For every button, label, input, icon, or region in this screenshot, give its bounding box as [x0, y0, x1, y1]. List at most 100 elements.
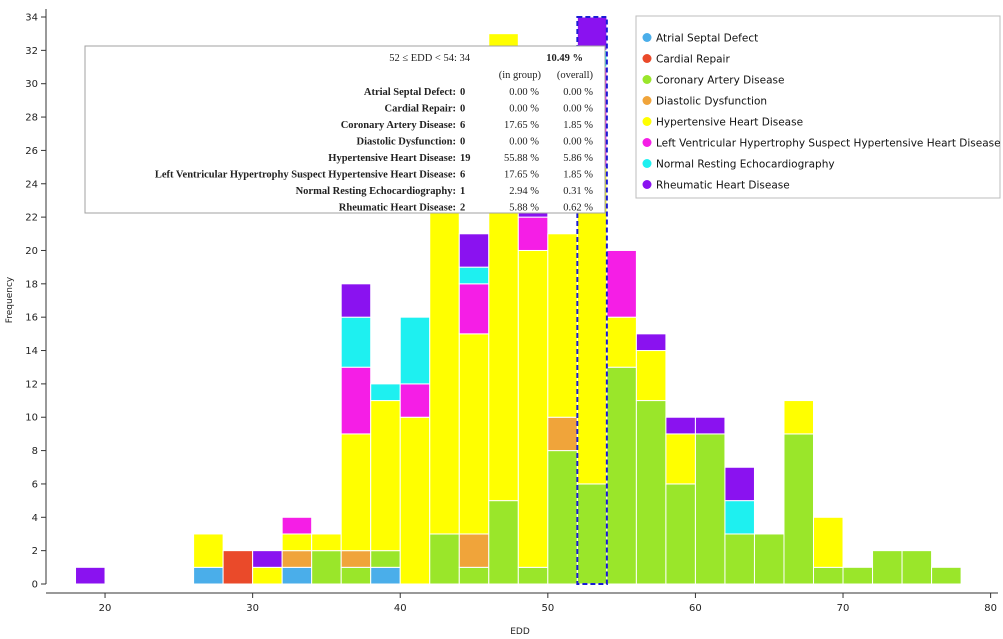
tooltip-row-overall: 0.00 % — [563, 87, 593, 98]
bar-segment[interactable] — [370, 566, 401, 585]
bar-segment[interactable] — [340, 566, 372, 585]
bar-segment[interactable] — [931, 566, 962, 585]
bar-segment[interactable] — [311, 533, 342, 552]
bar-segment[interactable] — [724, 466, 755, 502]
tooltip-row-label: Atrial Septal Defect: — [364, 87, 456, 98]
x-tick-label: 30 — [246, 603, 259, 614]
bar-segment[interactable] — [340, 366, 372, 435]
bar-segment[interactable] — [75, 566, 106, 585]
y-tick-label: 20 — [25, 246, 38, 257]
tooltip-row-overall: 1.85 % — [563, 120, 593, 131]
bar-segment[interactable] — [665, 483, 696, 585]
bar-segment[interactable] — [783, 433, 815, 585]
bar-segment[interactable] — [340, 316, 372, 368]
bar-segment[interactable] — [635, 400, 667, 585]
bar-segment[interactable] — [517, 216, 549, 251]
x-axis-ticks: 20 30 40 50 60 70 80 — [99, 593, 997, 614]
bar-segment[interactable] — [694, 433, 726, 585]
legend-swatch — [642, 117, 652, 126]
bar-segment[interactable] — [901, 550, 933, 585]
bar-segment[interactable] — [399, 316, 431, 385]
bar-segment[interactable] — [872, 550, 903, 585]
bar-segment[interactable] — [517, 249, 549, 568]
bar-segment[interactable] — [783, 400, 815, 435]
tooltip-row-count: 19 — [460, 153, 471, 164]
tooltip-row-in-group: 17.65 % — [504, 170, 539, 181]
tooltip-row-count: 2 — [460, 203, 465, 214]
tooltip-row-count: 6 — [460, 120, 465, 131]
bar-segment[interactable] — [576, 16, 608, 51]
y-tick-label: 26 — [25, 146, 38, 157]
tooltip-row-count: 1 — [460, 186, 465, 197]
bar-segment[interactable] — [458, 333, 490, 535]
y-tick-label: 4 — [32, 513, 38, 524]
bar-segment[interactable] — [547, 450, 578, 585]
bar-segment[interactable] — [193, 533, 224, 568]
tooltip-row-overall: 0.62 % — [563, 203, 593, 214]
y-tick-label: 28 — [25, 113, 38, 124]
bar-segment[interactable] — [281, 566, 313, 585]
bar-segment[interactable] — [340, 283, 372, 318]
y-tick-label: 6 — [32, 479, 38, 490]
bar-segment[interactable] — [606, 249, 637, 318]
y-axis-title: Frequency — [5, 276, 15, 323]
y-tick-label: 32 — [25, 46, 38, 57]
bar-segment[interactable] — [252, 566, 283, 585]
bar-segment[interactable] — [665, 433, 696, 485]
bar-segment[interactable] — [458, 533, 490, 568]
bar-segment[interactable] — [311, 550, 342, 585]
bar-segment[interactable] — [399, 383, 431, 418]
y-tick-label: 22 — [25, 213, 38, 224]
bar-segment[interactable] — [665, 416, 696, 435]
bar-segment[interactable] — [370, 383, 401, 402]
tooltip-row-label: Diastolic Dysfunction: — [357, 137, 456, 148]
legend-swatch — [642, 138, 652, 147]
bar-segment[interactable] — [813, 516, 844, 568]
bar-segment[interactable] — [635, 350, 667, 402]
bar-segment[interactable] — [429, 533, 460, 585]
bar-segment[interactable] — [458, 566, 490, 585]
bar-segment[interactable] — [193, 566, 224, 585]
x-tick-label: 70 — [837, 603, 850, 614]
bar-segment[interactable] — [458, 233, 490, 268]
bar-segment[interactable] — [399, 416, 431, 585]
tooltip-row-in-group: 0.00 % — [509, 137, 539, 148]
bar-segment[interactable] — [724, 533, 755, 585]
legend-label: Hypertensive Heart Disease — [656, 117, 803, 129]
bar-segment[interactable] — [458, 283, 490, 335]
tooltip-box — [84, 45, 606, 214]
bar-segment[interactable] — [576, 483, 608, 585]
bar-segment[interactable] — [281, 516, 313, 535]
bar-segment[interactable] — [488, 500, 519, 585]
bar-segment[interactable] — [281, 550, 313, 568]
bar-segment[interactable] — [547, 416, 578, 452]
bar-segment[interactable] — [222, 550, 254, 585]
bar-segment[interactable] — [606, 366, 637, 585]
bar-segment[interactable] — [547, 233, 578, 418]
bar-segment[interactable] — [606, 316, 637, 368]
bar-segment[interactable] — [694, 416, 726, 435]
bar-segment[interactable] — [252, 550, 283, 568]
selected-bin-highlight[interactable] — [576, 16, 608, 585]
bar-segment[interactable] — [813, 566, 844, 585]
y-tick-label: 24 — [25, 179, 38, 190]
bar-segment[interactable] — [340, 433, 372, 552]
bar-segment[interactable] — [517, 566, 549, 585]
bar-segment[interactable] — [370, 400, 401, 552]
tooltip-row-count: 6 — [460, 170, 465, 181]
bar-segment[interactable] — [281, 533, 313, 552]
x-axis-title: EDD — [510, 627, 530, 637]
tooltip-row-in-group: 55.88 % — [504, 153, 539, 164]
bar-segment[interactable] — [370, 550, 401, 568]
bar-segment[interactable] — [576, 166, 608, 485]
bar-segment[interactable] — [458, 266, 490, 285]
bar-segment[interactable] — [724, 500, 755, 535]
tooltip-row-label: Rheumatic Heart Disease: — [339, 203, 456, 214]
bar-segment[interactable] — [635, 333, 667, 352]
tooltip-row-in-group: 0.00 % — [509, 104, 539, 115]
bar-segment[interactable] — [753, 533, 785, 585]
bar-segment[interactable] — [842, 566, 874, 585]
x-tick-label: 80 — [984, 603, 997, 614]
bar-segment[interactable] — [429, 149, 460, 535]
bar-segment[interactable] — [340, 550, 372, 568]
